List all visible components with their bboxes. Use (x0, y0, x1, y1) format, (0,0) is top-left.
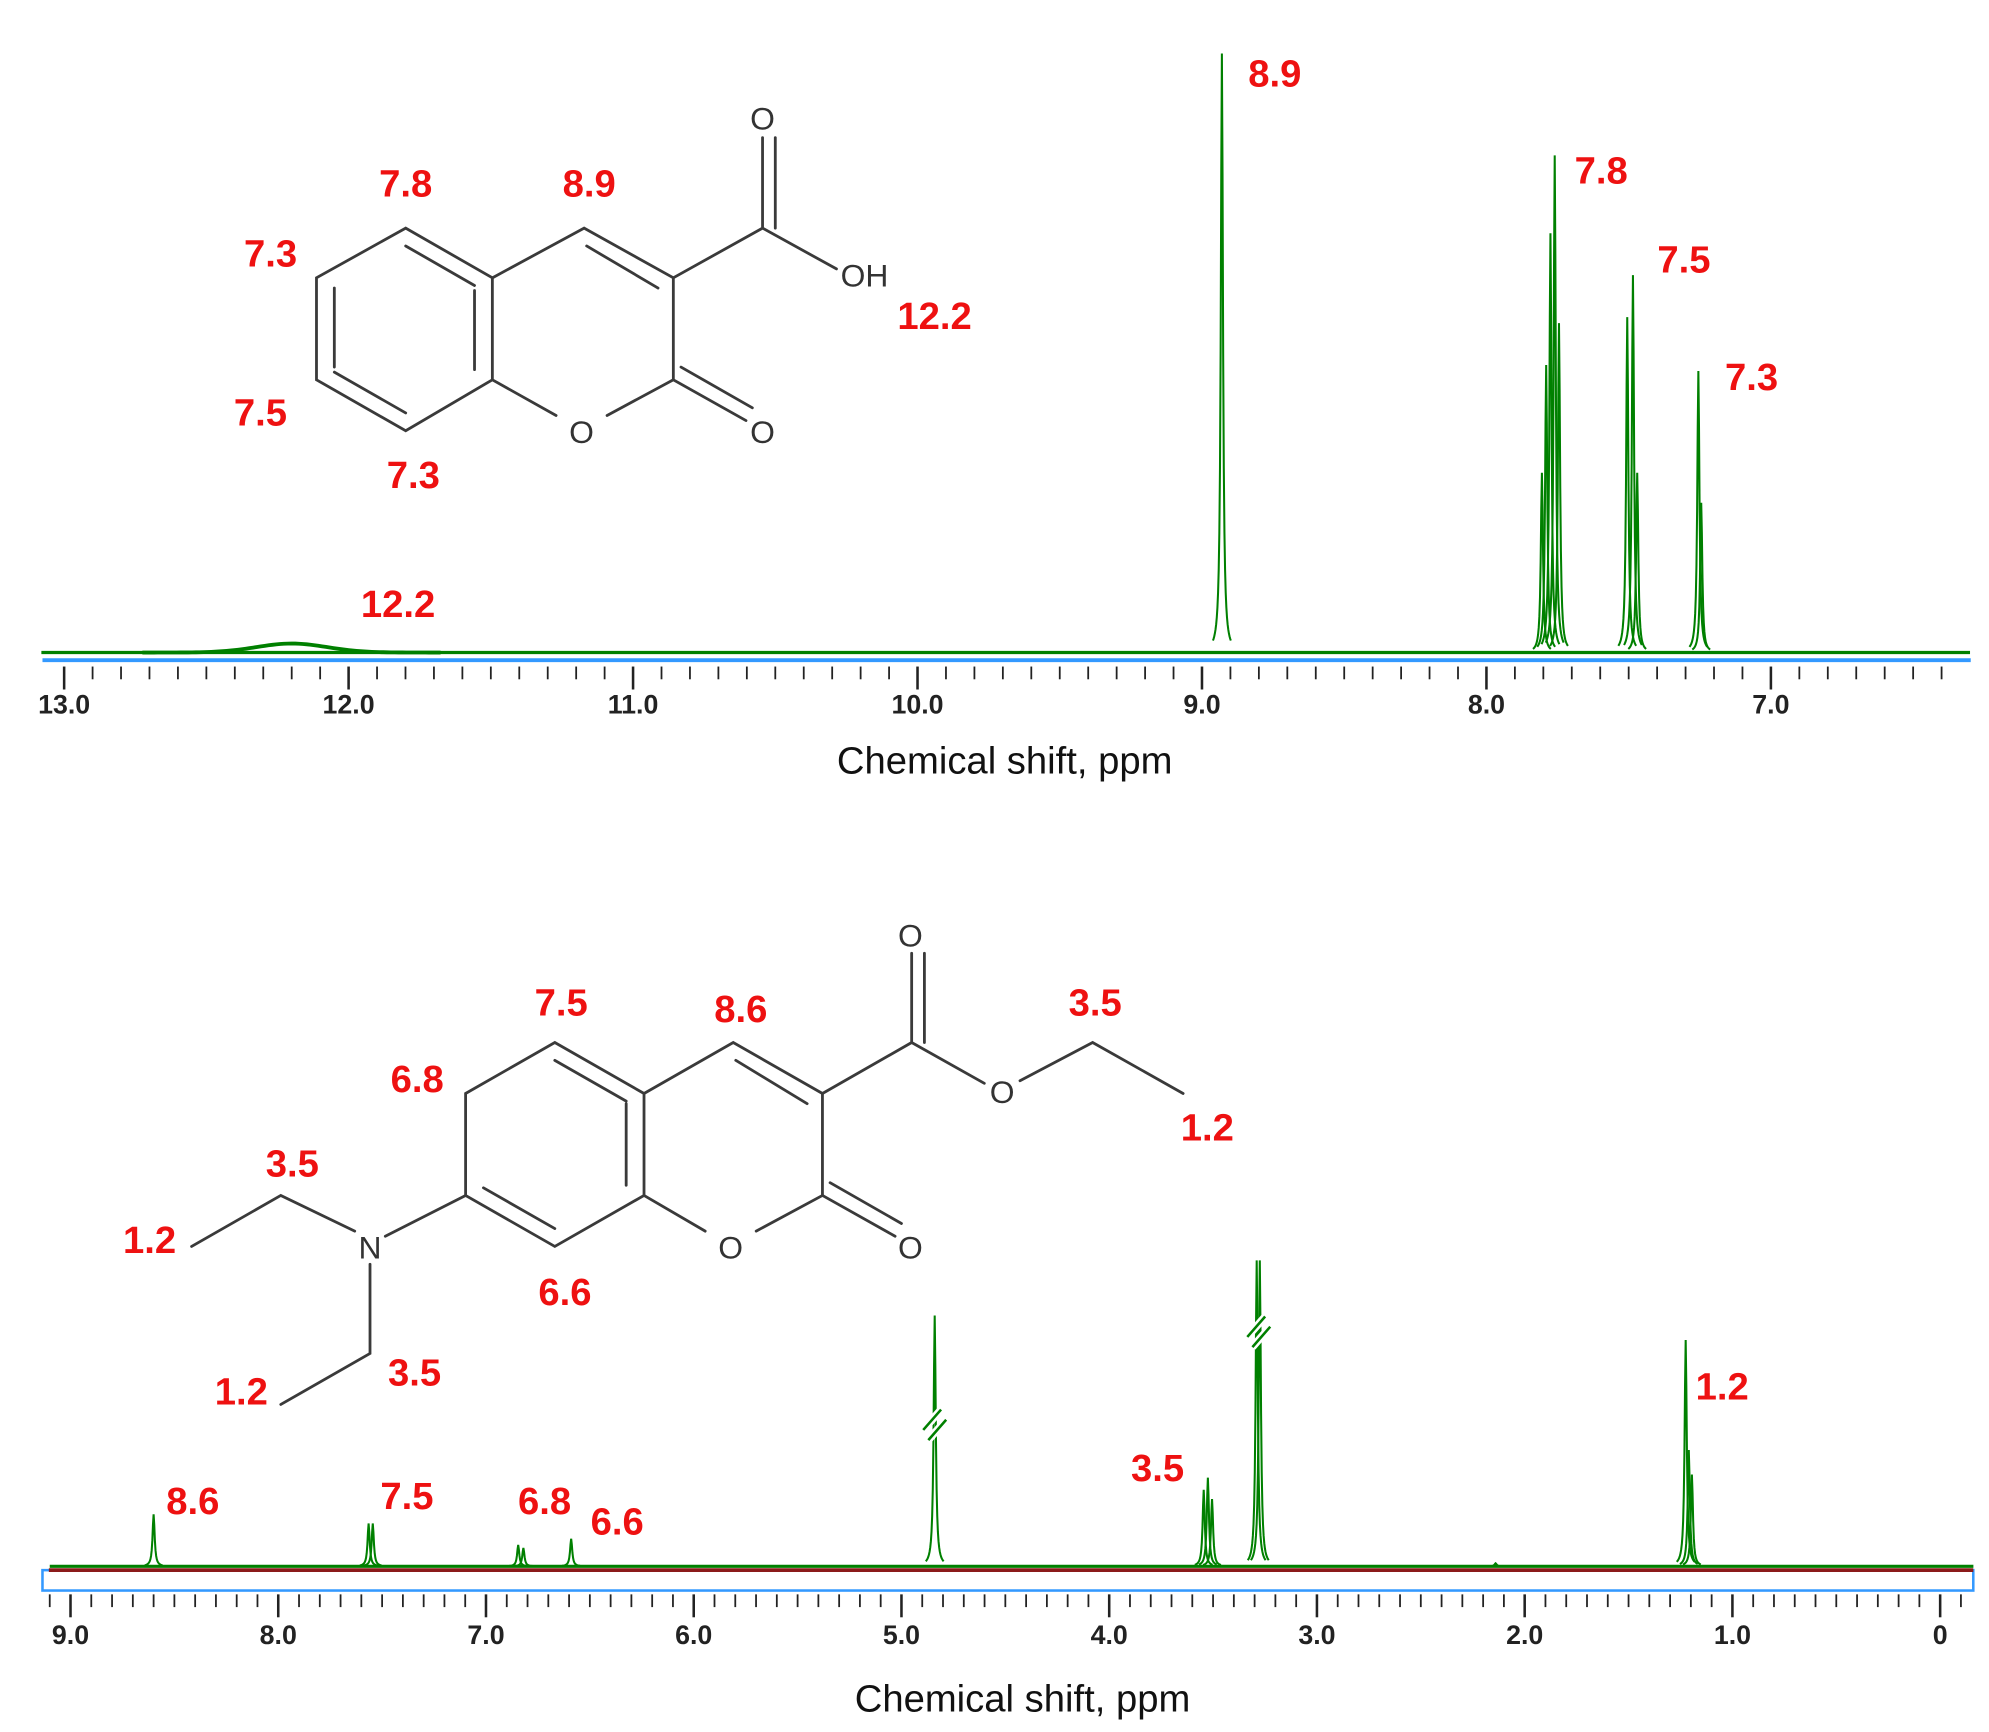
spectrum-top: 13.0 12.0 11.0 10.0 9.0 8.0 7.0 Chemical shift… (38, 53, 1971, 783)
peak (924, 1315, 945, 1562)
atom-label: OH (841, 257, 889, 293)
peak (562, 1538, 581, 1567)
peak-annotations: 8.9 7.8 7.5 7.3 12.2 (361, 53, 1778, 626)
tick-label: 12.0 (323, 690, 375, 720)
x-axis-tick-labels: 13.0 12.0 11.0 10.0 9.0 8.0 7.0 (38, 690, 1789, 720)
x-axis-bar (41, 1568, 1975, 1592)
tick-label: 10.0 (891, 690, 943, 720)
x-axis-title: Chemical shift, ppm (837, 740, 1173, 783)
tick-label: 2.0 (1506, 1620, 1543, 1650)
peak (1691, 502, 1711, 651)
peak-label: 6.6 (591, 1500, 644, 1543)
peak-label: 8.6 (166, 1480, 219, 1523)
atom-label: O (569, 414, 594, 450)
tick-label: 6.0 (675, 1620, 712, 1650)
peak-label: 7.3 (1725, 356, 1778, 399)
peak (514, 1547, 533, 1567)
tick-label: 0 (1933, 1620, 1948, 1650)
atom-label: O (898, 1230, 923, 1266)
peak (1540, 233, 1561, 645)
peak (1246, 1260, 1267, 1561)
peak (142, 641, 441, 655)
peak (1679, 1450, 1699, 1565)
tick-label: 8.0 (1468, 690, 1505, 720)
peak (359, 1523, 378, 1567)
peak (1623, 275, 1643, 646)
peak (1675, 1339, 1696, 1563)
shift-label: 7.3 (387, 454, 440, 497)
tick-label: 4.0 (1091, 1620, 1128, 1650)
peak (1544, 155, 1565, 643)
tick-label: 13.0 (38, 690, 90, 720)
shift-label: 1.2 (215, 1370, 268, 1413)
peak-break-icon (922, 1408, 948, 1441)
x-axis-ticks (62, 666, 1943, 690)
peak (1532, 472, 1552, 650)
atom-label: O (990, 1074, 1015, 1110)
x-axis-ticks (48, 1594, 1962, 1618)
shift-label: 3.5 (1069, 982, 1122, 1025)
tick-label: 8.0 (260, 1620, 297, 1650)
spectrum-bottom: 9.0 8.0 7.0 6.0 5.0 4.0 3.0 2.0 1.0 0 Chemical sh… (41, 1260, 1975, 1721)
atom-label: O (750, 414, 775, 450)
peak-label: 12.2 (361, 583, 435, 626)
spectrum-peaks (41, 53, 1971, 655)
tick-label: 5.0 (883, 1620, 920, 1650)
tick-label: 7.0 (1752, 690, 1789, 720)
shift-label: 6.6 (538, 1271, 591, 1314)
spectrum-peaks (49, 1260, 1974, 1568)
peak-label: 7.8 (1575, 150, 1628, 193)
atom-label: O (750, 101, 775, 137)
shift-label: 1.2 (1181, 1107, 1234, 1150)
shift-label: 1.2 (123, 1219, 176, 1262)
peak (1212, 53, 1232, 641)
peak-label: 7.5 (380, 1475, 433, 1518)
peak-label: 6.8 (518, 1480, 571, 1523)
shift-label: 8.6 (714, 988, 767, 1031)
peak-break-icon (1246, 1315, 1272, 1348)
peak (509, 1544, 528, 1567)
peak (1198, 1477, 1218, 1566)
tick-label: 3.0 (1298, 1620, 1335, 1650)
peak (1202, 1498, 1222, 1566)
shift-label: 3.5 (266, 1142, 319, 1185)
atom-label: N (359, 1230, 382, 1266)
peak-label: 3.5 (1131, 1447, 1184, 1490)
shift-label: 3.5 (388, 1351, 441, 1394)
x-axis-title: Chemical shift, ppm (855, 1678, 1191, 1721)
x-axis-tick-labels: 9.0 8.0 7.0 6.0 5.0 4.0 3.0 2.0 1.0 0 (52, 1620, 1948, 1650)
shift-label: 7.5 (234, 392, 287, 435)
shift-label: 6.8 (391, 1058, 444, 1101)
peak (1486, 1561, 1505, 1568)
peak (144, 1514, 163, 1567)
shift-label: 8.9 (563, 162, 616, 205)
shift-label: 12.2 (897, 295, 971, 338)
atom-label: O (718, 1230, 743, 1266)
tick-label: 11.0 (608, 690, 659, 720)
peak (1549, 323, 1569, 647)
structure-coumarin-acid: O OH O O 7.8 8.9 7.3 12.2 7.5 7.3 (234, 101, 972, 498)
atom-label: O (898, 917, 923, 953)
tick-label: 9.0 (52, 1620, 89, 1650)
peak-label: 1.2 (1696, 1365, 1749, 1408)
peak (1250, 1260, 1270, 1561)
structure-diethylamino-coumarin-ester: O O O O N 7.5 8.6 3.5 6.8 1.2 3.5 1.2 6.… (123, 917, 1234, 1413)
peak-label: 8.9 (1248, 53, 1301, 96)
tick-label: 9.0 (1183, 690, 1220, 720)
shift-label: 7.8 (379, 162, 432, 205)
shift-label: 7.5 (535, 982, 588, 1025)
peak-label: 7.5 (1657, 239, 1710, 282)
shift-label: 7.3 (244, 232, 297, 275)
peak (1688, 370, 1709, 648)
peak (1627, 472, 1647, 650)
peak (1194, 1489, 1213, 1566)
peak (363, 1523, 382, 1567)
tick-label: 7.0 (467, 1620, 504, 1650)
tick-label: 1.0 (1714, 1620, 1751, 1650)
peak-annotations: 8.6 7.5 6.8 6.6 3.5 1.2 (166, 1365, 1749, 1543)
peak (1682, 1474, 1702, 1566)
